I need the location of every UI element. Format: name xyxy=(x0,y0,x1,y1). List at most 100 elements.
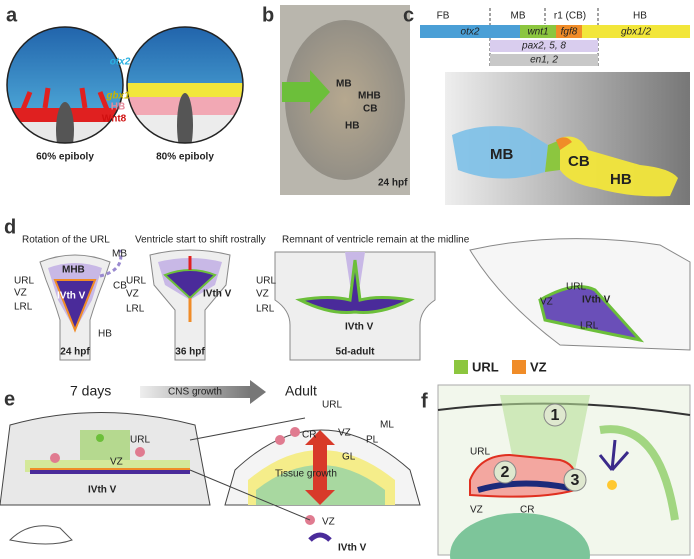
number-circle xyxy=(543,403,567,427)
fgf8-bar xyxy=(556,25,582,38)
label: 3 xyxy=(571,472,580,489)
label: LRL xyxy=(256,304,275,315)
cb-body xyxy=(450,513,590,559)
label: URL xyxy=(130,435,150,446)
label: IVth V xyxy=(57,291,86,302)
subpanel-title: Rotation of the URL xyxy=(22,235,110,246)
region-label: HB xyxy=(111,102,125,113)
wnt1-bar xyxy=(520,25,556,38)
vz-line xyxy=(477,480,571,493)
en-bar xyxy=(490,54,598,66)
granule-cell xyxy=(607,480,617,490)
mb-region xyxy=(452,126,548,179)
purkinje-cell xyxy=(598,439,630,471)
legend-swatch xyxy=(454,360,468,374)
label: CR xyxy=(520,505,534,516)
gene-label: otx2 xyxy=(110,57,131,68)
region-label: HB xyxy=(610,171,632,188)
region-label: MB xyxy=(511,11,526,22)
label: LRL xyxy=(14,302,33,313)
cell xyxy=(96,434,104,442)
label: 2 xyxy=(501,464,510,481)
ventricle xyxy=(308,532,332,542)
cb-hb-region xyxy=(560,136,678,197)
pax-bar xyxy=(490,40,598,52)
label: URL xyxy=(470,447,490,458)
region-label: MB xyxy=(490,146,513,163)
subpanel-title: Ventricle start to shift rostrally xyxy=(135,235,266,246)
region-label: HB xyxy=(345,121,359,132)
arrow-label: CNS growth xyxy=(168,387,222,398)
label: CB xyxy=(113,281,127,292)
label: HB xyxy=(98,329,112,340)
label: IVth V xyxy=(203,289,232,300)
urls-region xyxy=(545,140,560,172)
cell xyxy=(50,453,60,463)
stage-label: 24 hpf xyxy=(60,347,90,358)
gene-label: otx2 xyxy=(461,27,480,38)
gene-label: gbx1 xyxy=(105,91,130,102)
caption: 80% epiboly xyxy=(156,152,214,163)
time-label: Adult xyxy=(285,383,317,399)
label: PL xyxy=(366,435,379,446)
gene-label: fgf8 xyxy=(561,27,578,38)
vz-region xyxy=(556,137,572,150)
label: ML xyxy=(380,420,394,431)
rotation-arrow xyxy=(99,249,123,278)
region-label: FB xyxy=(437,11,450,22)
embryo-60 xyxy=(7,27,123,143)
zoom-line xyxy=(189,417,311,521)
region-label: MHB xyxy=(358,91,381,102)
label: IVth V xyxy=(338,543,367,554)
gene-label: en1, 2 xyxy=(530,55,558,66)
label: IVth V xyxy=(88,485,117,496)
legend-label: URL xyxy=(472,359,499,374)
panel-letter: d xyxy=(4,216,16,238)
ventricle xyxy=(53,279,97,333)
label: URL xyxy=(256,276,276,287)
time-label: 7 days xyxy=(70,383,111,399)
number-circle xyxy=(493,460,517,484)
label: VZ xyxy=(256,289,269,300)
label: VZ xyxy=(322,517,335,528)
label: VZ xyxy=(110,457,123,468)
panel-letter: a xyxy=(6,4,18,26)
label: VZ xyxy=(470,505,483,516)
label: VZ xyxy=(540,297,553,308)
growth-arrow xyxy=(305,430,335,505)
label: IVth V xyxy=(582,295,611,306)
label: MHB xyxy=(62,265,85,276)
gene-label: Wnt8 xyxy=(102,114,127,125)
embryo-outline xyxy=(126,26,244,144)
gene-label: pax2, 5, 8 xyxy=(521,41,566,52)
stage-label: 5d-adult xyxy=(336,347,376,358)
shield xyxy=(56,102,74,143)
arrow-head xyxy=(250,380,266,404)
label: LRL xyxy=(580,321,599,332)
label: VZ xyxy=(14,288,27,299)
label: URL xyxy=(126,276,146,287)
label: GL xyxy=(342,452,356,463)
number-circle xyxy=(563,468,587,492)
region-label: CB xyxy=(363,104,377,115)
gene-label: gbx1/2 xyxy=(621,27,651,38)
panel-letter: f xyxy=(421,390,428,412)
ventricle xyxy=(538,285,645,343)
cell xyxy=(290,427,300,437)
label: LRL xyxy=(126,304,145,315)
label: CR xyxy=(302,430,316,441)
shield xyxy=(177,93,193,143)
cell xyxy=(275,435,285,445)
panel-letter: e xyxy=(4,388,15,410)
stage-label: 36 hpf xyxy=(175,347,205,358)
label: IVth V xyxy=(345,322,374,333)
gbx1-domain xyxy=(127,83,243,97)
stage-label: 24 hpf xyxy=(378,178,408,189)
gene-label: wnt1 xyxy=(527,27,548,38)
ventricle xyxy=(295,259,415,314)
region-label: CB xyxy=(568,153,590,170)
fish-brain-icon xyxy=(8,525,73,545)
embryo-outline xyxy=(6,26,124,144)
label: URL xyxy=(14,276,34,287)
migration-stream xyxy=(500,395,590,470)
